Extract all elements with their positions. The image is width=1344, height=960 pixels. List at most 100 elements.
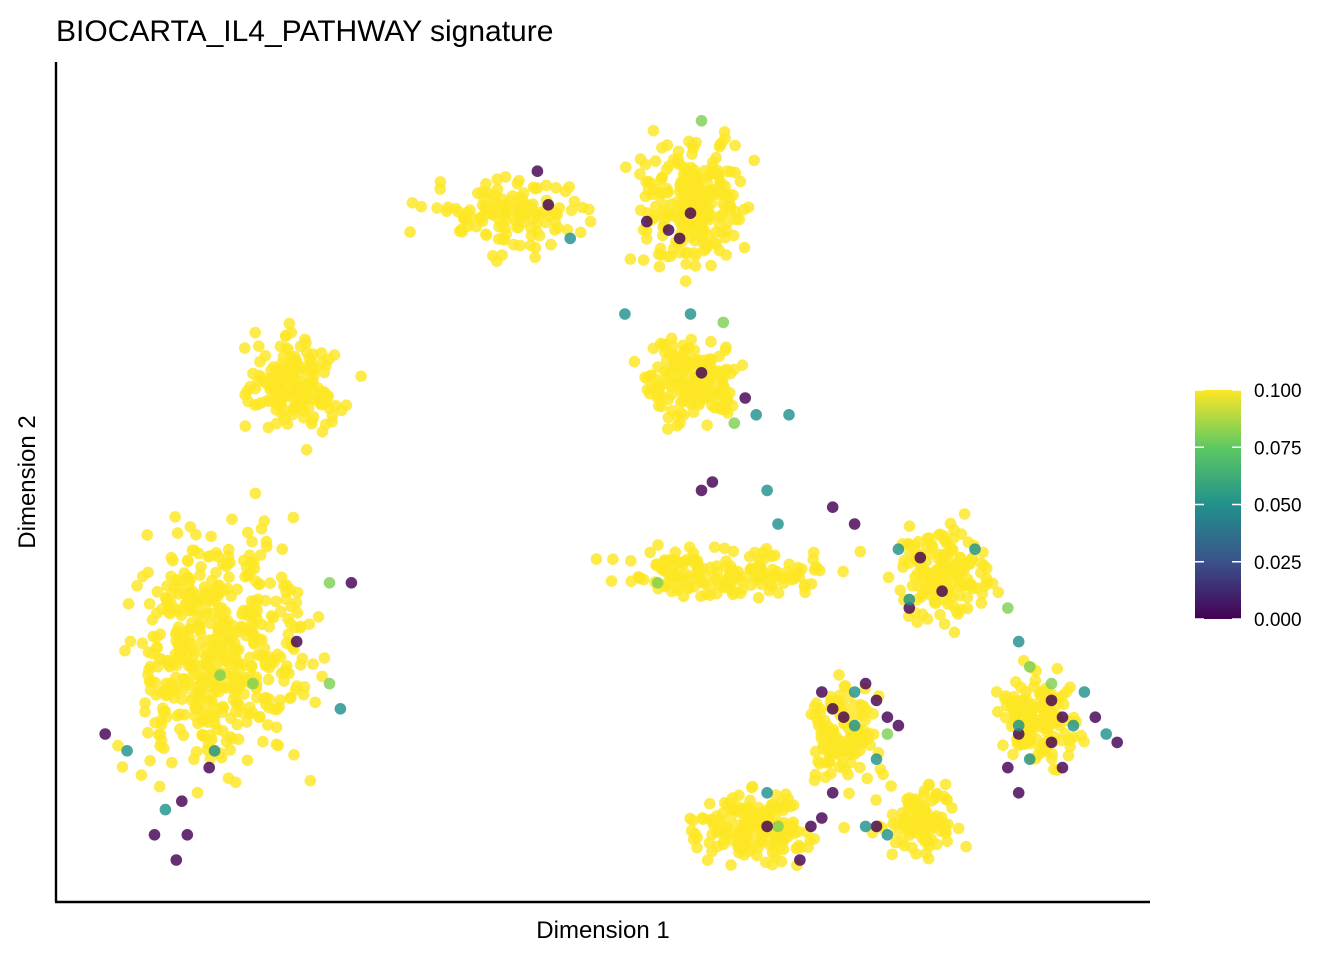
data-point [897,561,909,573]
data-point [746,809,758,822]
data-point [649,200,662,213]
data-point [279,413,291,425]
data-point [680,568,692,580]
data-point-low [816,686,828,698]
data-point [624,253,637,265]
colorbar-tick-label: 0.050 [1254,496,1302,517]
data-point [175,609,188,622]
data-point [765,579,777,592]
data-point [938,548,951,561]
data-point [249,487,262,500]
data-point [788,827,801,839]
data-point-low [1023,753,1036,765]
data-point-low [881,711,894,723]
data-point [854,545,867,558]
data-point [146,647,159,660]
data-point [205,530,217,543]
data-point [507,238,520,251]
data-point [805,708,818,721]
data-point [287,511,300,524]
data-point [222,772,235,784]
data-point [810,697,823,709]
data-point [313,395,325,408]
data-point [270,404,283,416]
data-point [660,374,672,386]
data-point [294,340,307,353]
data-point [833,669,845,681]
data-point [270,417,283,430]
data-point [691,562,704,575]
data-point [249,326,261,339]
data-point [131,579,143,592]
data-point [169,511,181,523]
data-point [628,355,641,368]
data-point [854,761,866,774]
data-point-low [695,115,708,127]
data-point [688,344,701,357]
data-point [301,384,314,397]
data-point-low [936,585,948,597]
data-point [746,781,758,794]
data-point [244,651,256,664]
data-point [901,814,913,826]
data-point [415,200,428,213]
data-point [652,539,664,551]
data-point [141,529,153,541]
data-point [839,745,851,757]
data-point-low [159,803,172,816]
data-point [997,739,1009,751]
data-point [204,634,216,646]
data-point-low [323,677,336,690]
data-point [1075,729,1087,742]
data-point-low [805,820,817,833]
data-point [705,259,717,272]
data-point [790,842,803,855]
data-point [531,217,543,229]
data-point [183,587,195,599]
data-point [404,226,416,238]
data-point [711,840,724,853]
data-point [253,633,265,645]
data-point [153,728,165,741]
data-point [153,780,166,793]
data-point [877,768,889,781]
data-point [574,226,587,239]
data-point [642,184,655,196]
data-point [540,216,552,229]
data-point [186,544,199,557]
data-point [270,595,282,608]
data-point [217,725,229,737]
data-point [706,156,719,169]
data-point [886,808,899,821]
data-point [752,801,765,814]
data-point [265,372,278,385]
data-point-low [903,593,916,606]
data-point [647,124,660,137]
data-point [155,686,167,698]
data-point [1000,712,1012,724]
data-point [253,578,265,591]
data-point-low [1067,719,1080,732]
data-point [938,557,951,570]
data-point [195,693,207,705]
data-point [653,190,666,202]
data-point [707,570,720,583]
data-point [434,176,447,188]
data-point [799,578,811,591]
data-point [666,404,678,417]
data-point [662,423,674,435]
data-point [198,581,211,593]
data-point [215,639,227,652]
data-point [170,626,183,639]
data-point [882,571,895,584]
data-point [288,749,300,761]
data-point-low [728,417,741,430]
data-point [252,340,265,353]
data-point [285,386,298,398]
data-point [491,173,504,185]
data-point [729,139,741,152]
data-point [711,826,723,838]
data-point [297,688,310,701]
data-point [979,580,991,592]
data-point [724,205,736,217]
